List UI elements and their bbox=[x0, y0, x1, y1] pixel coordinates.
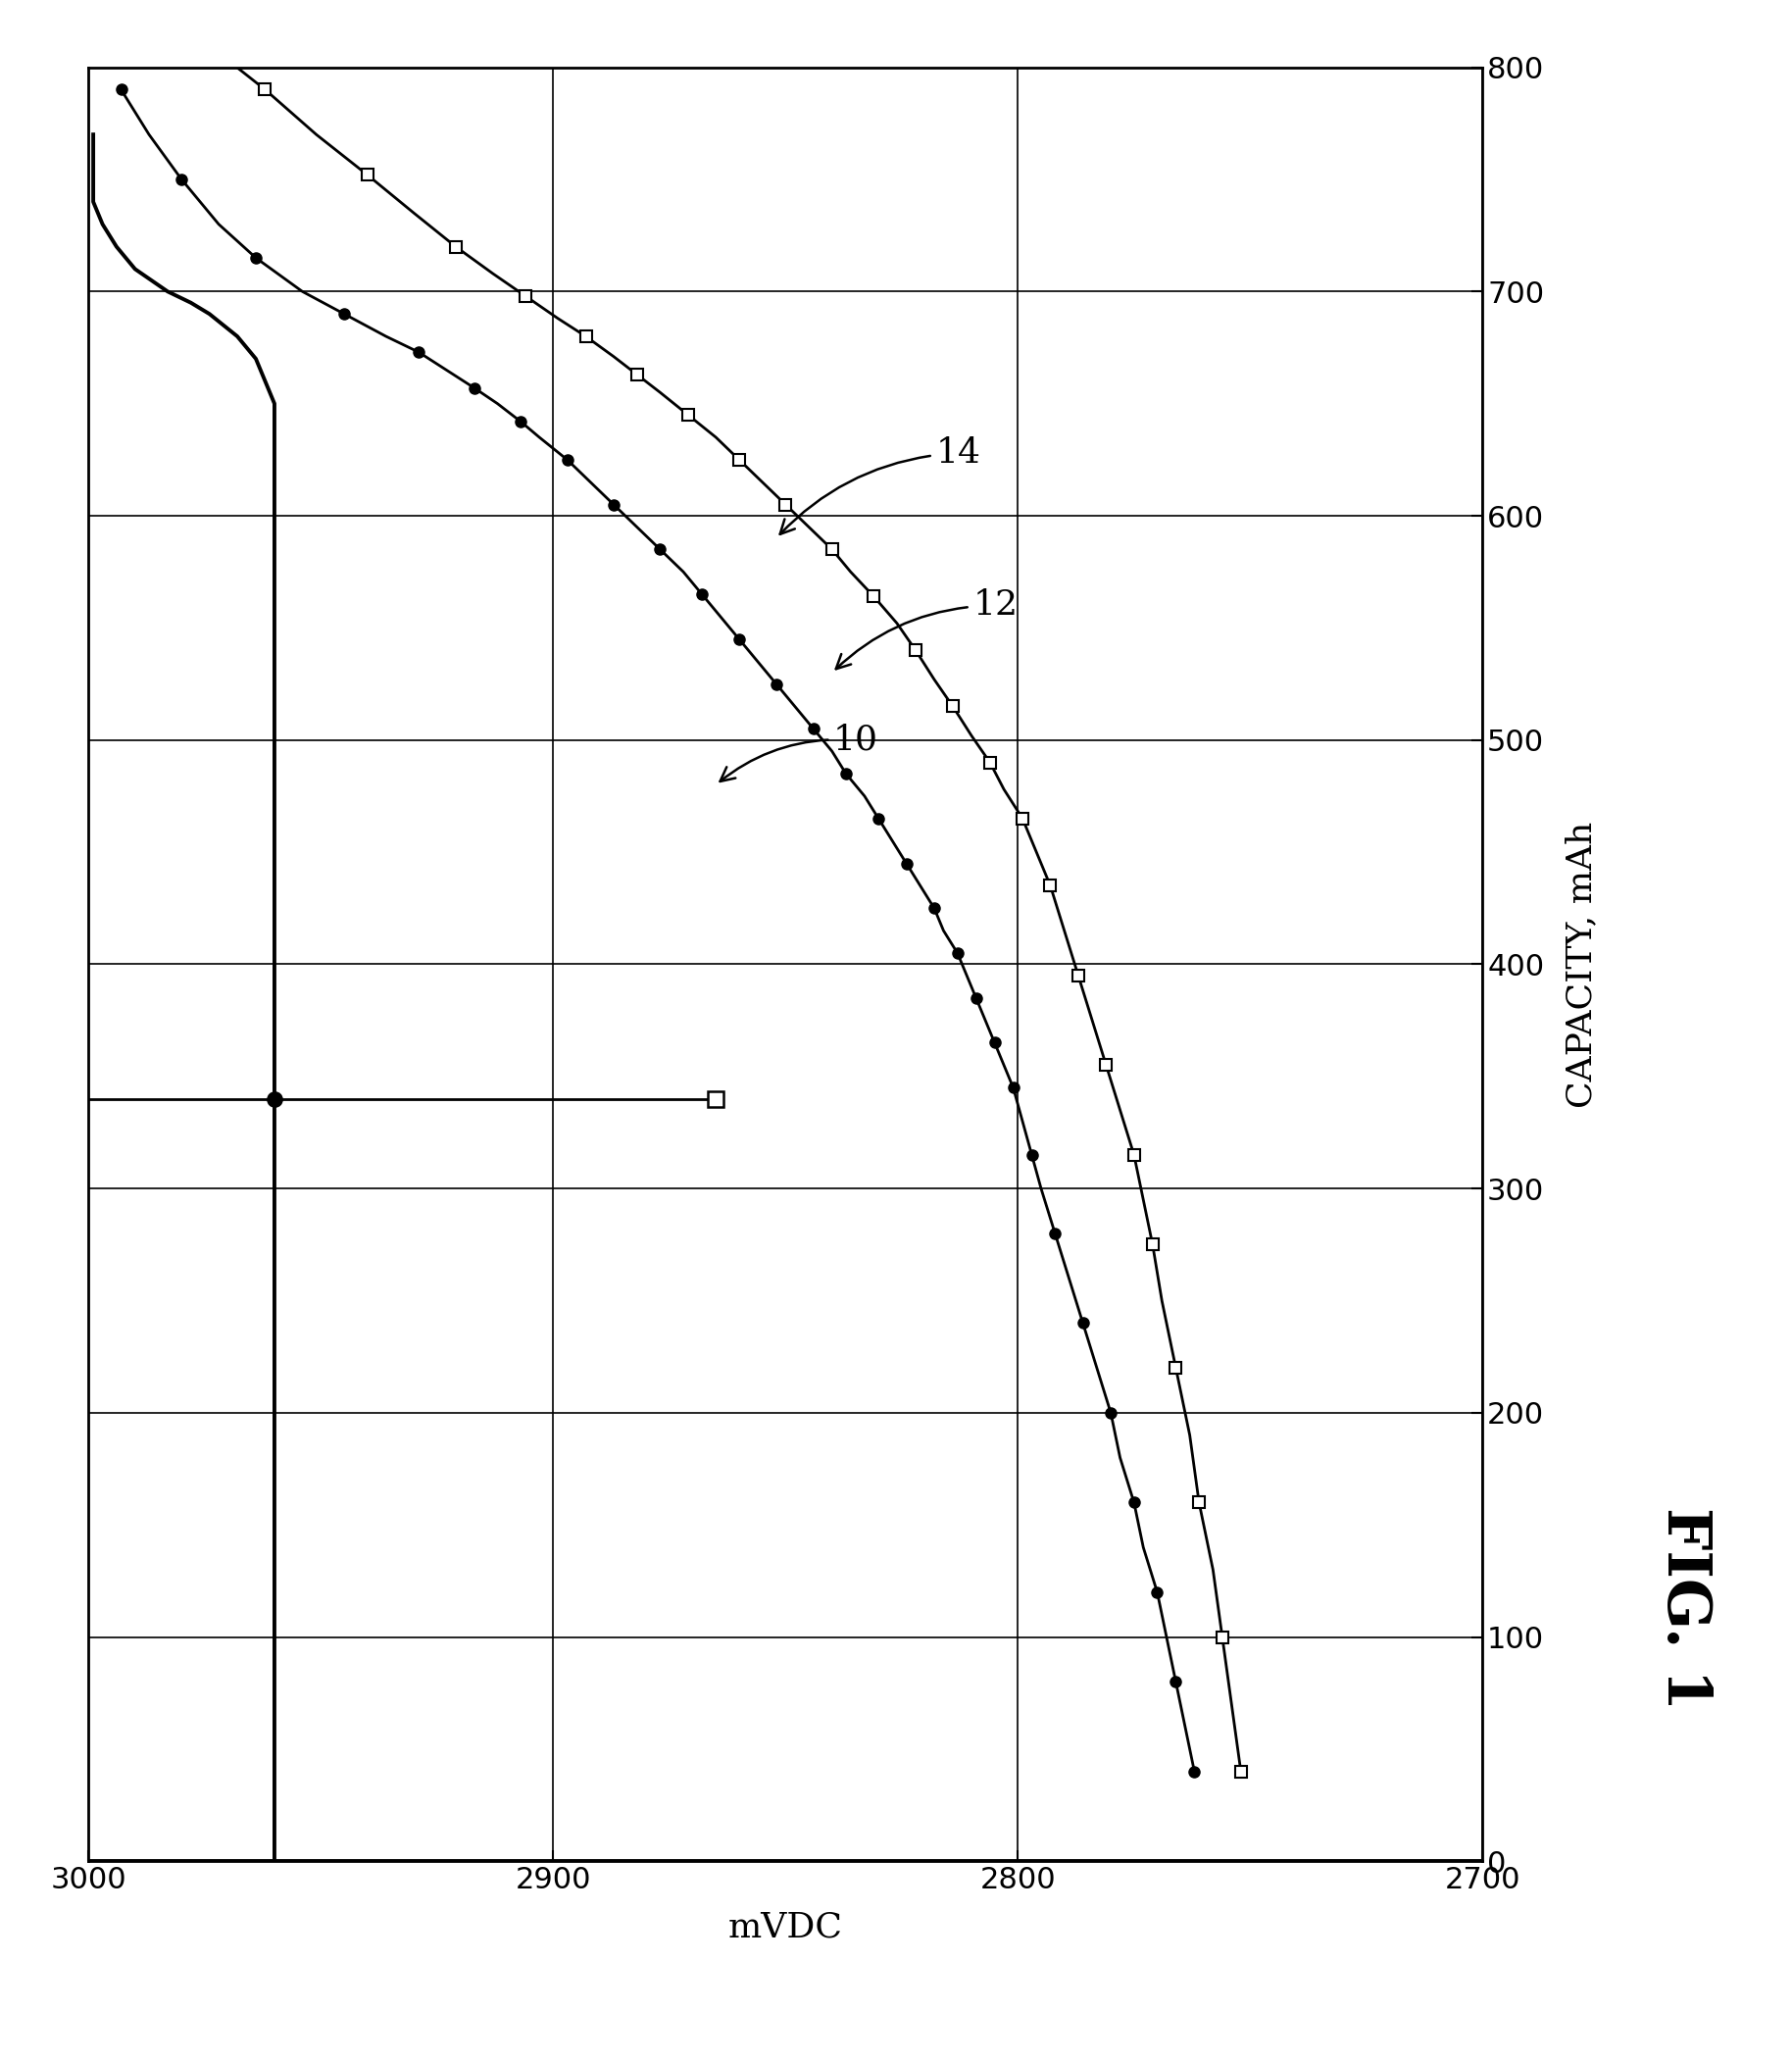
Y-axis label: CAPACITY, mAh: CAPACITY, mAh bbox=[1564, 821, 1598, 1107]
Text: 12: 12 bbox=[835, 590, 1018, 668]
Text: FIG. 1: FIG. 1 bbox=[1656, 1507, 1713, 1709]
Text: 14: 14 bbox=[780, 437, 980, 534]
X-axis label: mVDC: mVDC bbox=[728, 1911, 842, 1944]
Text: 10: 10 bbox=[720, 724, 878, 781]
